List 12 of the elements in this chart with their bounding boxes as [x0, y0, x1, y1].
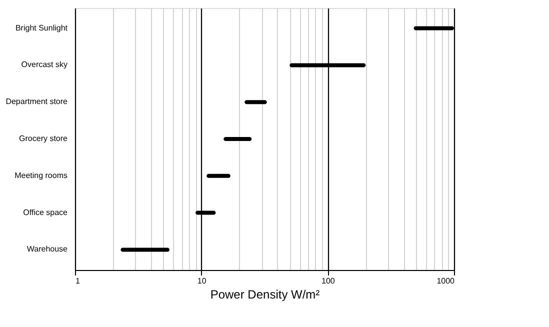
y-tick-label: Warehouse: [26, 244, 68, 254]
y-tick-label: Grocery store: [19, 134, 68, 143]
y-tick-label: Meeting rooms: [14, 170, 68, 180]
x-axis-title: Power Density W/m²: [210, 288, 320, 302]
x-tick-label: 100: [321, 276, 336, 286]
y-tick-label: Department store: [6, 97, 68, 106]
y-tick-label: Bright Sunlight: [15, 23, 68, 32]
y-tick-label: Overcast sky: [21, 60, 68, 70]
y-tick-label: Office space: [23, 208, 68, 217]
x-tick-label: 1: [76, 276, 80, 286]
x-tick-label: 10: [197, 276, 207, 286]
x-tick-label: 1000: [436, 276, 456, 286]
